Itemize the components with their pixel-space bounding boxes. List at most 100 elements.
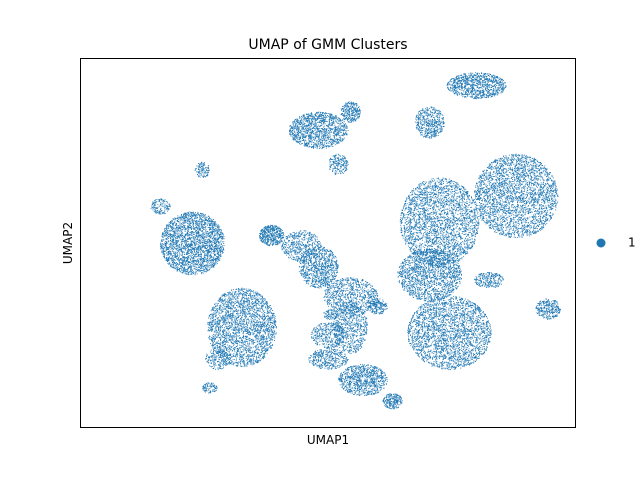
scatter-point xyxy=(199,259,201,261)
scatter-point xyxy=(246,298,248,300)
scatter-point xyxy=(181,270,183,272)
scatter-point xyxy=(184,233,186,235)
scatter-point xyxy=(167,230,169,231)
scatter-point xyxy=(207,246,209,248)
scatter-point xyxy=(212,238,214,240)
scatter-point xyxy=(212,236,214,238)
scatter-point xyxy=(192,232,194,234)
scatter-point xyxy=(245,352,247,354)
scatter-point xyxy=(180,271,182,273)
scatter-point xyxy=(191,215,193,216)
scatter-point xyxy=(233,314,235,316)
scatter-point xyxy=(217,239,219,240)
scatter-point xyxy=(198,257,200,259)
scatter-point xyxy=(177,237,179,239)
scatter-point xyxy=(227,311,229,313)
scatter-point xyxy=(230,291,231,293)
scatter-point xyxy=(226,333,228,335)
scatter-point xyxy=(164,247,166,248)
scatter-point xyxy=(230,353,231,355)
scatter-point xyxy=(187,214,188,216)
scatter-point xyxy=(212,252,214,254)
scatter-point xyxy=(201,236,203,238)
scatter-point xyxy=(274,337,276,339)
scatter-point xyxy=(228,301,229,303)
scatter-point xyxy=(234,341,236,343)
scatter-point xyxy=(258,341,260,343)
scatter-point xyxy=(269,343,270,345)
scatter-point xyxy=(211,313,213,315)
scatter-point xyxy=(208,265,210,267)
scatter-point xyxy=(236,365,238,367)
scatter-point xyxy=(259,336,261,338)
scatter-point xyxy=(259,349,261,351)
scatter-point xyxy=(216,261,217,263)
scatter-point xyxy=(230,315,232,316)
scatter-point xyxy=(219,347,221,349)
scatter-point xyxy=(251,304,253,305)
scatter-point xyxy=(250,359,252,361)
scatter-point xyxy=(204,253,206,255)
scatter-point xyxy=(243,309,245,311)
scatter-point xyxy=(273,329,275,331)
scatter-point xyxy=(197,261,199,262)
scatter-point xyxy=(215,324,217,326)
scatter-point xyxy=(215,247,217,249)
scatter-point xyxy=(202,272,204,274)
scatter-point xyxy=(195,241,197,243)
scatter-point xyxy=(254,302,256,304)
scatter-point xyxy=(229,306,231,308)
scatter-point xyxy=(272,336,273,338)
scatter-point xyxy=(177,249,179,251)
scatter-point xyxy=(202,263,204,264)
scatter-point xyxy=(169,253,170,255)
scatter-point xyxy=(187,251,188,253)
scatter-point xyxy=(213,266,215,268)
scatter-point xyxy=(218,242,219,244)
scatter-point xyxy=(227,329,229,331)
scatter-point xyxy=(248,351,249,353)
scatter-point xyxy=(230,313,231,315)
scatter-point xyxy=(262,351,263,353)
scatter-point xyxy=(172,258,174,260)
scatter-point xyxy=(236,316,238,318)
scatter-point xyxy=(257,308,259,310)
scatter-point xyxy=(216,324,218,326)
scatter-point xyxy=(182,251,184,253)
scatter-point xyxy=(224,320,226,322)
scatter-point xyxy=(240,345,242,346)
scatter-point xyxy=(236,340,238,341)
scatter-point xyxy=(228,317,230,319)
scatter-point xyxy=(187,232,189,233)
scatter-point xyxy=(236,333,238,335)
scatter-point xyxy=(256,358,257,360)
scatter-point xyxy=(189,211,191,213)
scatter-point xyxy=(228,349,230,350)
scatter-point xyxy=(257,316,258,318)
scatter-point xyxy=(187,257,188,259)
scatter-point xyxy=(191,226,193,227)
scatter-point xyxy=(237,351,238,353)
scatter-point xyxy=(172,258,173,260)
scatter-point xyxy=(251,295,253,297)
scatter-point xyxy=(257,303,258,304)
scatter-point xyxy=(215,331,217,333)
scatter-point xyxy=(191,231,193,232)
scatter-point xyxy=(170,243,171,244)
scatter-point xyxy=(199,218,201,220)
scatter-point xyxy=(170,221,171,223)
scatter-point xyxy=(255,346,257,348)
scatter-point xyxy=(234,291,236,292)
scatter-point xyxy=(211,259,213,261)
scatter-point xyxy=(273,321,275,323)
scatter-point xyxy=(239,355,241,357)
scatter-point xyxy=(242,353,244,355)
scatter-point xyxy=(269,329,270,331)
scatter-point xyxy=(251,361,252,363)
scatter-point xyxy=(255,306,257,308)
scatter-point xyxy=(168,249,169,250)
scatter-point xyxy=(164,244,166,245)
scatter-point xyxy=(245,327,247,329)
scatter-point xyxy=(186,228,187,230)
scatter-point xyxy=(226,354,228,356)
